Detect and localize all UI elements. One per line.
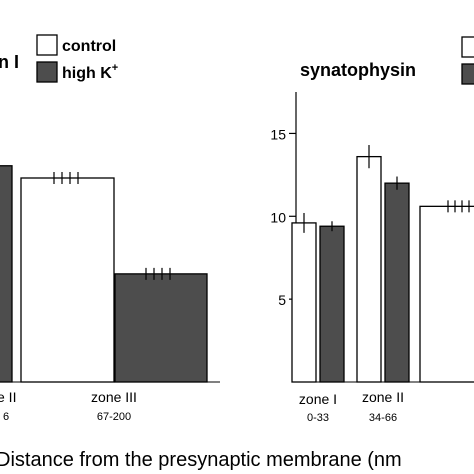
- right-legend-swatch-control: [461, 36, 474, 58]
- left-bar-high-k-zone3: [114, 273, 208, 383]
- right-panel-title: synatophysin: [300, 60, 416, 80]
- bar-high-k-1: [319, 225, 345, 383]
- y-tick-label: 15: [270, 126, 286, 142]
- right-legend-swatch-high-k: [461, 63, 474, 85]
- right-cat-label-zone1: zone I: [299, 391, 337, 407]
- bar-control-1: [291, 222, 317, 383]
- left-panel: n I e II 6 zone III 67-200: [0, 52, 220, 423]
- legend-swatch-control: [36, 34, 58, 56]
- left-bar-high-k-zone2: [0, 165, 13, 383]
- legend-label-control: control: [62, 38, 116, 55]
- legend-label-high-k: high K+: [62, 62, 118, 82]
- legend-superscript: +: [112, 62, 118, 74]
- right-panel: synatophysin 5 10 15 zone I 0-33 zone II 3…: [270, 36, 474, 424]
- left-cat-range-zone2: 6: [3, 411, 9, 423]
- left-cat-range-zone3: 67-200: [97, 411, 131, 423]
- left-panel-title: n I: [0, 52, 19, 72]
- left-cat-label-zone3: zone III: [91, 389, 137, 405]
- legend-swatch-high-k: [36, 61, 58, 83]
- right-cat-label-zone2: zone II: [362, 389, 404, 405]
- bar-control-3: [419, 205, 474, 383]
- x-axis-title: Distance from the presynaptic membrane (…: [0, 449, 402, 471]
- left-bar-control-zone3: [20, 177, 115, 383]
- left-cat-label-zone2: e II: [0, 389, 16, 405]
- legend: control high K+: [36, 34, 118, 83]
- bar-control-2: [356, 155, 382, 383]
- right-cat-range-zone2: 34-66: [369, 412, 397, 424]
- right-cat-range-zone1: 0-33: [307, 412, 329, 424]
- y-tick-label: 10: [270, 209, 286, 225]
- bar-high-k-2: [384, 182, 410, 383]
- y-tick-label: 5: [278, 292, 286, 308]
